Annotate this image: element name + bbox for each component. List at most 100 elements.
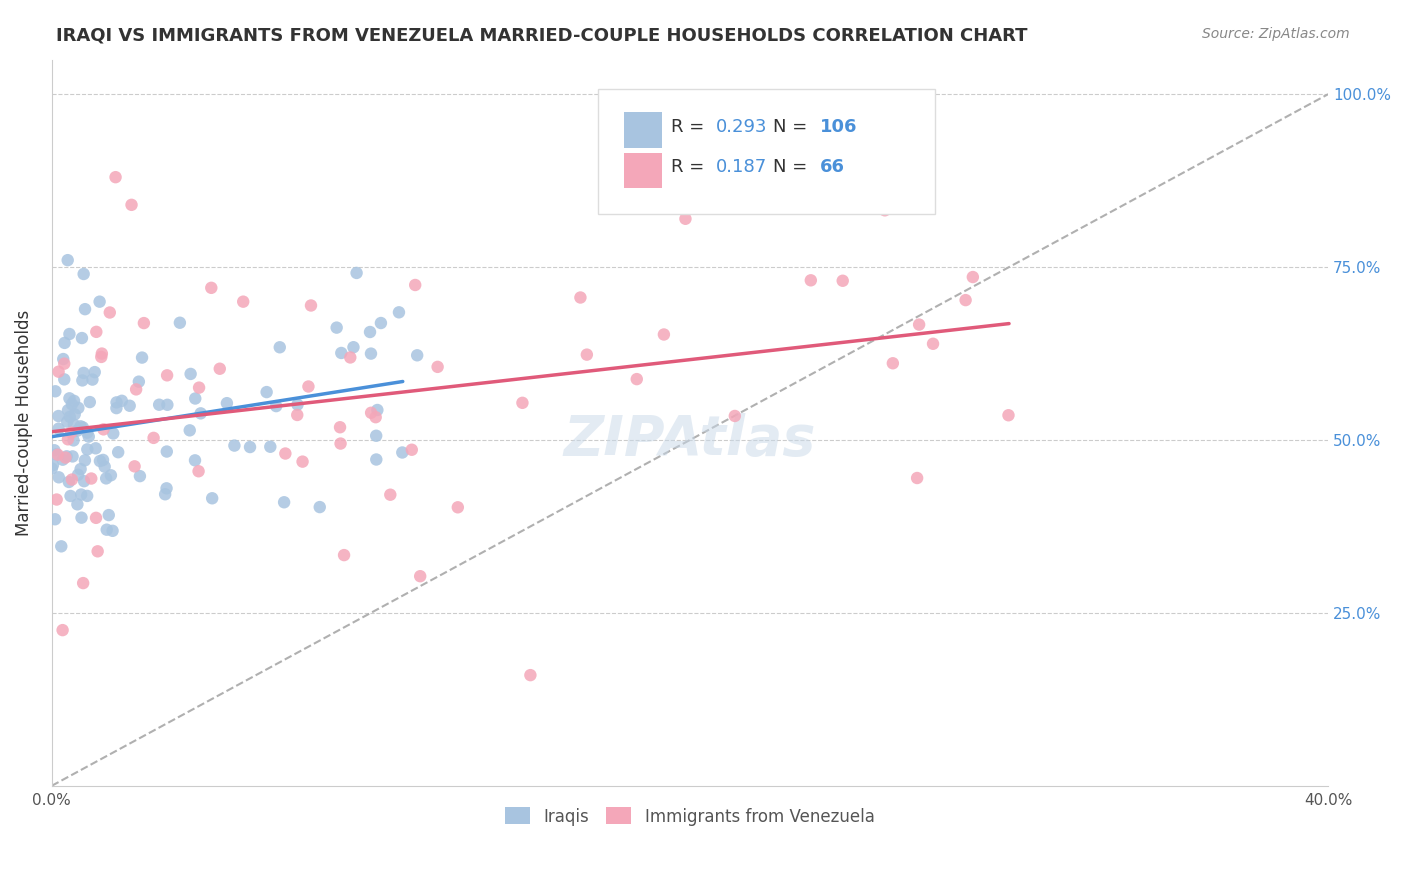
Iraqis	[360, 346, 382, 360]
Iraqis	[60, 397, 83, 411]
Iraqis	[103, 426, 125, 441]
Iraqis	[76, 425, 98, 440]
Iraqis	[388, 305, 411, 319]
Iraqis	[48, 409, 70, 423]
Immigrants from Venezuela	[86, 544, 108, 558]
Immigrants from Venezuela	[339, 351, 361, 365]
Iraqis	[62, 434, 84, 448]
Iraqis	[73, 267, 96, 281]
Immigrants from Venezuela	[955, 293, 977, 307]
Iraqis	[53, 372, 76, 386]
Iraqis	[105, 395, 128, 409]
Iraqis	[89, 454, 111, 468]
Immigrants from Venezuela	[200, 281, 222, 295]
Immigrants from Venezuela	[125, 383, 148, 397]
Iraqis	[264, 399, 287, 413]
Immigrants from Venezuela	[84, 511, 107, 525]
Iraqis	[93, 459, 115, 474]
Legend: Iraqis, Immigrants from Venezuela: Iraqis, Immigrants from Venezuela	[495, 797, 884, 836]
Iraqis	[89, 294, 111, 309]
Immigrants from Venezuela	[53, 357, 76, 371]
Immigrants from Venezuela	[80, 471, 103, 485]
Iraqis	[156, 398, 179, 412]
Immigrants from Venezuela	[364, 410, 387, 425]
Iraqis	[342, 340, 364, 354]
Iraqis	[156, 444, 179, 458]
Iraqis	[100, 468, 122, 483]
Iraqis	[129, 469, 152, 483]
Immigrants from Venezuela	[426, 359, 449, 374]
Immigrants from Venezuela	[90, 350, 112, 364]
Iraqis	[96, 523, 118, 537]
Iraqis	[73, 302, 96, 317]
Immigrants from Venezuela	[60, 473, 83, 487]
Iraqis	[73, 453, 96, 467]
Immigrants from Venezuela	[86, 325, 108, 339]
Y-axis label: Married-couple Households: Married-couple Households	[15, 310, 32, 536]
Iraqis	[269, 340, 291, 354]
Iraqis	[330, 346, 353, 360]
Iraqis	[128, 375, 150, 389]
Iraqis	[118, 399, 141, 413]
Iraqis	[69, 462, 91, 476]
Immigrants from Venezuela	[187, 464, 209, 478]
Immigrants from Venezuela	[60, 425, 83, 440]
Text: 66: 66	[820, 158, 845, 176]
Immigrants from Venezuela	[882, 356, 904, 370]
Iraqis	[62, 450, 84, 464]
Iraqis	[58, 392, 80, 406]
Iraqis	[391, 445, 413, 459]
Iraqis	[101, 524, 124, 538]
Immigrants from Venezuela	[142, 431, 165, 445]
Immigrants from Venezuela	[45, 492, 67, 507]
Iraqis	[58, 475, 80, 489]
Text: ZIPAtlas: ZIPAtlas	[564, 413, 815, 467]
Immigrants from Venezuela	[132, 316, 155, 330]
Iraqis	[84, 442, 107, 456]
Iraqis	[63, 393, 86, 408]
Iraqis	[91, 453, 114, 467]
Iraqis	[76, 442, 98, 457]
Iraqis	[107, 445, 129, 459]
Iraqis	[66, 497, 89, 511]
Text: N =: N =	[773, 118, 813, 136]
Iraqis	[53, 335, 76, 350]
Immigrants from Venezuela	[299, 298, 322, 312]
Text: Source: ZipAtlas.com: Source: ZipAtlas.com	[1202, 27, 1350, 41]
Iraqis	[308, 500, 330, 514]
Iraqis	[56, 253, 79, 268]
Iraqis	[70, 487, 93, 501]
Immigrants from Venezuela	[380, 488, 402, 502]
Iraqis	[215, 396, 238, 410]
Immigrants from Venezuela	[124, 459, 146, 474]
Iraqis	[96, 471, 118, 485]
Iraqis	[201, 491, 224, 506]
Immigrants from Venezuela	[72, 576, 94, 591]
Iraqis	[48, 422, 70, 436]
Iraqis	[58, 326, 80, 341]
Immigrants from Venezuela	[285, 408, 308, 422]
Immigrants from Venezuela	[188, 381, 211, 395]
Text: R =: R =	[671, 118, 710, 136]
Iraqis	[105, 401, 128, 416]
Immigrants from Venezuela	[831, 274, 853, 288]
Iraqis	[55, 450, 77, 464]
Immigrants from Venezuela	[329, 420, 352, 434]
Iraqis	[82, 373, 104, 387]
Iraqis	[83, 365, 105, 379]
Iraqis	[325, 320, 347, 334]
Immigrants from Venezuela	[56, 432, 79, 446]
Iraqis	[256, 385, 278, 400]
Iraqis	[45, 447, 67, 461]
Iraqis	[366, 429, 388, 443]
Immigrants from Venezuela	[409, 569, 432, 583]
Iraqis	[190, 406, 212, 420]
Iraqis	[70, 510, 93, 524]
Iraqis	[180, 367, 202, 381]
Iraqis	[66, 424, 89, 438]
Iraqis	[56, 403, 79, 417]
Immigrants from Venezuela	[291, 455, 314, 469]
Immigrants from Venezuela	[98, 305, 121, 319]
Immigrants from Venezuela	[512, 396, 534, 410]
Immigrants from Venezuela	[997, 409, 1019, 423]
